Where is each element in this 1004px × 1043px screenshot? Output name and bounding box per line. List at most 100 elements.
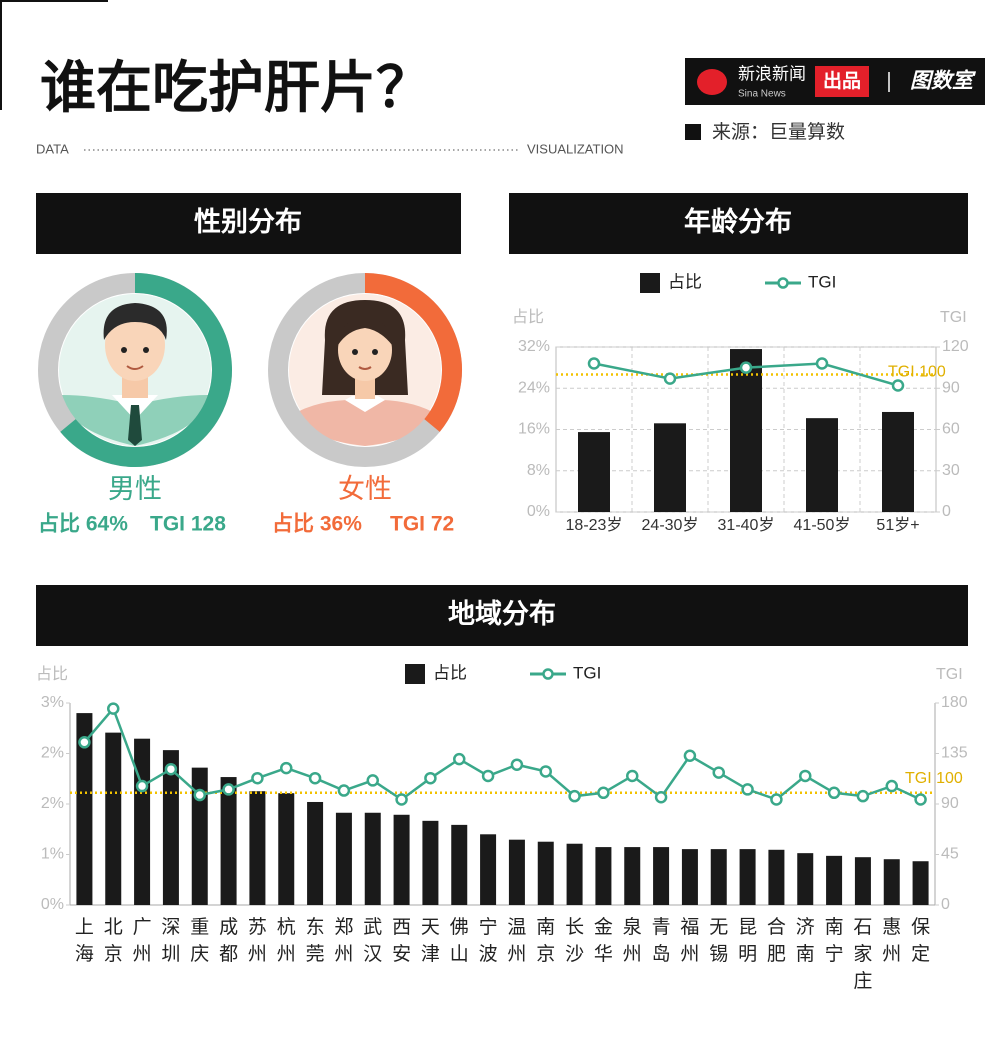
line-point <box>424 771 437 785</box>
x-tick-label: 广州 <box>132 917 152 965</box>
x-tick-label: 长沙 <box>565 917 585 965</box>
sina-logo <box>697 69 727 95</box>
bar <box>912 861 929 905</box>
legend-dot <box>542 668 554 680</box>
section-header <box>36 585 968 646</box>
x-tick-label: 31-40岁 <box>718 516 775 534</box>
bar <box>653 847 670 905</box>
x-tick-label: 武汉 <box>363 917 383 965</box>
y-tick-label: 8% <box>527 462 550 479</box>
section-header <box>509 193 968 254</box>
y-axis-title: 占比 <box>512 308 544 326</box>
partner: 图数室 <box>910 69 976 93</box>
bar <box>883 859 900 905</box>
section-title: 年龄分布 <box>684 206 792 237</box>
gender-label: 男性 <box>108 474 162 504</box>
x-tick-label: 24-30岁 <box>642 516 699 534</box>
line-point <box>308 771 322 785</box>
line-point <box>193 788 206 802</box>
donut-arc <box>364 273 462 432</box>
line-point <box>337 784 351 797</box>
line-point <box>626 769 639 783</box>
donut-arc <box>60 273 232 467</box>
x-tick-label: 福州 <box>680 917 700 965</box>
share-label: 占比 36% <box>272 513 362 536</box>
line-point <box>856 789 870 803</box>
line-point <box>885 779 898 793</box>
y2-tick-label: 45 <box>941 846 959 863</box>
line-point <box>741 783 754 796</box>
x-tick-label: 无锡 <box>709 917 729 965</box>
line-point <box>280 761 293 775</box>
gender-label: 女性 <box>338 474 392 504</box>
bar <box>105 732 122 905</box>
y-tick-label: 1% <box>41 846 64 863</box>
bar <box>364 812 381 905</box>
y2-tick-label: 120 <box>942 338 969 355</box>
x-tick-label: 济南 <box>795 917 815 965</box>
male-avatar <box>59 294 211 446</box>
bar <box>854 857 871 905</box>
section-title: 性别分布 <box>194 207 302 237</box>
y2-tick-label: 30 <box>942 462 960 479</box>
legend-label: 占比 <box>433 663 467 682</box>
x-tick-label: 东莞 <box>305 917 325 965</box>
x-tick-label: 51岁+ <box>876 516 919 534</box>
section-header <box>36 193 461 254</box>
x-tick-label: 保定 <box>911 917 931 965</box>
tgi-label: TGI 128 <box>150 513 226 536</box>
line-point <box>222 783 235 796</box>
y-tick-label: 2% <box>41 795 64 812</box>
line-point <box>251 771 264 785</box>
line-point <box>135 779 149 793</box>
line-point <box>739 361 753 374</box>
right-tag: VISUALIZATION <box>527 141 624 156</box>
left-tag: DATA <box>36 141 69 156</box>
line <box>83 706 922 802</box>
bar <box>710 849 727 905</box>
reference-label: TGI 100 <box>905 770 963 787</box>
brand: 新浪新闻 <box>738 64 806 83</box>
y-tick-label: 24% <box>518 379 550 396</box>
y-tick-label: 0% <box>527 503 550 520</box>
bar <box>654 423 686 512</box>
x-tick-label: 合肥 <box>766 917 786 965</box>
section-title: 地域分布 <box>448 599 556 629</box>
reference-label: TGI 100 <box>888 364 946 381</box>
line-point <box>891 379 905 392</box>
line-point <box>683 749 697 762</box>
bar <box>249 791 266 905</box>
y2-axis-title: TGI <box>940 309 967 326</box>
x-tick-label: 深圳 <box>161 917 181 965</box>
y-tick-label: 3% <box>41 694 64 711</box>
x-tick-label: 苏州 <box>247 917 267 965</box>
legend-label: 占比 <box>668 272 702 291</box>
tgi-label: TGI 72 <box>390 513 454 536</box>
bar <box>278 793 295 905</box>
x-tick-label: 天津 <box>420 917 440 965</box>
x-tick-label: 石家庄 <box>853 917 873 992</box>
x-tick-label: 南京 <box>536 917 556 965</box>
line-point <box>539 765 552 778</box>
line-point <box>663 372 677 385</box>
y-tick-label: 2% <box>41 745 64 762</box>
bar <box>566 843 583 905</box>
page-title: 谁在吃护肝片？ <box>40 56 432 119</box>
y2-tick-label: 180 <box>941 694 968 711</box>
legend-label: TGI <box>808 272 836 291</box>
badge: 出品 <box>823 69 861 92</box>
line-point <box>654 791 668 804</box>
y-tick-label: 32% <box>518 338 550 355</box>
x-tick-label: 青岛 <box>651 917 671 965</box>
line-point <box>395 793 408 806</box>
legend-label: TGI <box>573 663 601 682</box>
y2-tick-label: 60 <box>942 421 960 438</box>
x-tick-label: 郑州 <box>334 917 354 965</box>
y-axis-title: 占比 <box>36 665 68 683</box>
y-tick-label: 16% <box>518 421 550 438</box>
x-tick-label: 成都 <box>219 917 239 965</box>
x-tick-label: 泉州 <box>622 917 642 965</box>
bar <box>508 839 525 905</box>
